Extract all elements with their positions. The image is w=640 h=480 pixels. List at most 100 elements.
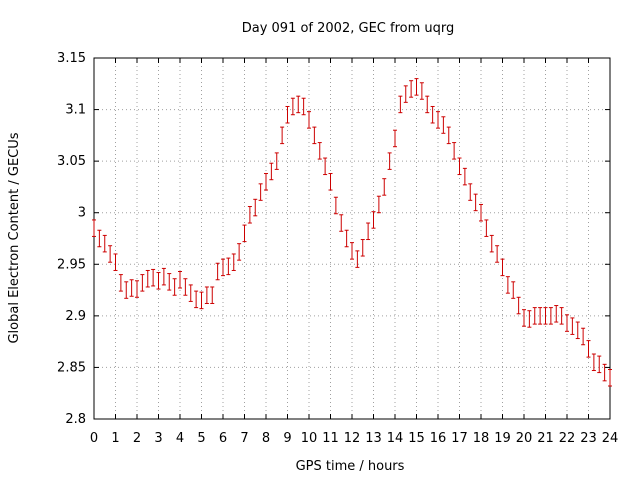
y-tick-label: 2.95 (57, 257, 86, 272)
data-point (559, 307, 564, 325)
data-point (296, 95, 301, 114)
data-point (355, 250, 360, 268)
data-point (118, 274, 123, 292)
x-tick-label: 0 (90, 431, 98, 446)
data-point (457, 157, 462, 176)
data-point (462, 167, 467, 186)
x-axis-ticks: 0 1 2 3 4 5 6 7 8 9 10 11 12 13 14 15 16 17 18 19 20 21 22 23 24 (90, 58, 618, 446)
x-tick-label: 10 (301, 431, 318, 446)
data-point (597, 355, 602, 374)
data-point (500, 258, 505, 277)
y-axis-label: Global Electron Content / GECUs (7, 132, 22, 343)
data-point (323, 157, 328, 176)
data-point (172, 278, 177, 296)
data-point (479, 203, 483, 222)
data-point (511, 281, 516, 299)
data-point (505, 276, 510, 294)
data-point (328, 173, 333, 191)
x-tick-label: 3 (154, 431, 162, 446)
data-point (382, 178, 387, 196)
data-point (194, 290, 199, 309)
data-point (344, 229, 349, 248)
data-point (333, 196, 338, 215)
x-tick-label: 23 (580, 431, 597, 446)
data-point (161, 267, 166, 286)
data-point (215, 262, 220, 281)
x-tick-label: 11 (322, 431, 339, 446)
x-tick-label: 18 (473, 431, 490, 446)
data-point (317, 142, 322, 160)
data-point (312, 126, 317, 145)
data-point (258, 183, 263, 201)
data-point (484, 219, 489, 237)
data-point (360, 239, 365, 257)
data-point (608, 368, 612, 387)
x-tick-label: 15 (408, 431, 425, 446)
data-point (532, 307, 537, 325)
data-point (247, 206, 252, 224)
data-point (570, 317, 575, 335)
data-point (156, 272, 161, 290)
x-tick-label: 24 (602, 431, 619, 446)
data-point (441, 116, 446, 134)
data-point (307, 111, 311, 129)
data-point (430, 105, 435, 124)
data-point (226, 257, 231, 276)
data-point (178, 271, 182, 289)
data-point (425, 95, 430, 114)
data-point (274, 152, 279, 170)
data-point (522, 309, 526, 327)
grid (94, 58, 610, 419)
data-point (586, 340, 591, 358)
data-series (92, 78, 612, 387)
data-point (264, 173, 268, 191)
data-point (548, 307, 553, 325)
data-point (183, 278, 188, 296)
data-point (387, 152, 392, 170)
x-tick-label: 6 (219, 431, 227, 446)
data-point (188, 284, 193, 302)
data-point (210, 286, 215, 304)
data-point (495, 245, 500, 263)
data-point (290, 97, 295, 116)
x-tick-label: 9 (283, 431, 291, 446)
data-point (516, 296, 521, 315)
data-point (237, 243, 242, 261)
data-point (489, 234, 494, 253)
x-tick-label: 16 (430, 431, 447, 446)
x-tick-label: 13 (365, 431, 382, 446)
y-tick-label: 2.8 (65, 412, 86, 427)
y-tick-label: 2.85 (57, 360, 86, 375)
y-tick-label: 3.1 (65, 103, 86, 118)
data-point (253, 198, 258, 217)
data-point (231, 253, 236, 271)
data-point (366, 222, 371, 241)
data-point (543, 307, 548, 325)
data-point (419, 82, 424, 100)
data-point (113, 253, 118, 271)
data-point (575, 321, 580, 340)
data-point (269, 162, 274, 181)
data-point (414, 78, 419, 96)
x-tick-label: 8 (262, 431, 270, 446)
data-point (135, 280, 139, 298)
data-point (97, 229, 102, 248)
x-tick-label: 17 (451, 431, 468, 446)
y-tick-label: 3.05 (57, 154, 86, 169)
x-tick-label: 12 (344, 431, 361, 446)
x-tick-label: 20 (516, 431, 533, 446)
data-point (468, 183, 473, 201)
data-point (221, 258, 225, 277)
x-tick-label: 2 (133, 431, 141, 446)
y-tick-label: 3.15 (57, 51, 86, 66)
data-point (554, 305, 559, 323)
x-tick-label: 19 (494, 431, 511, 446)
data-point (409, 80, 414, 98)
x-tick-label: 4 (176, 431, 184, 446)
data-point (204, 286, 209, 304)
data-point (151, 268, 156, 287)
data-point (145, 269, 150, 288)
x-axis-label: GPS time / hours (296, 459, 405, 474)
data-point (565, 314, 569, 332)
